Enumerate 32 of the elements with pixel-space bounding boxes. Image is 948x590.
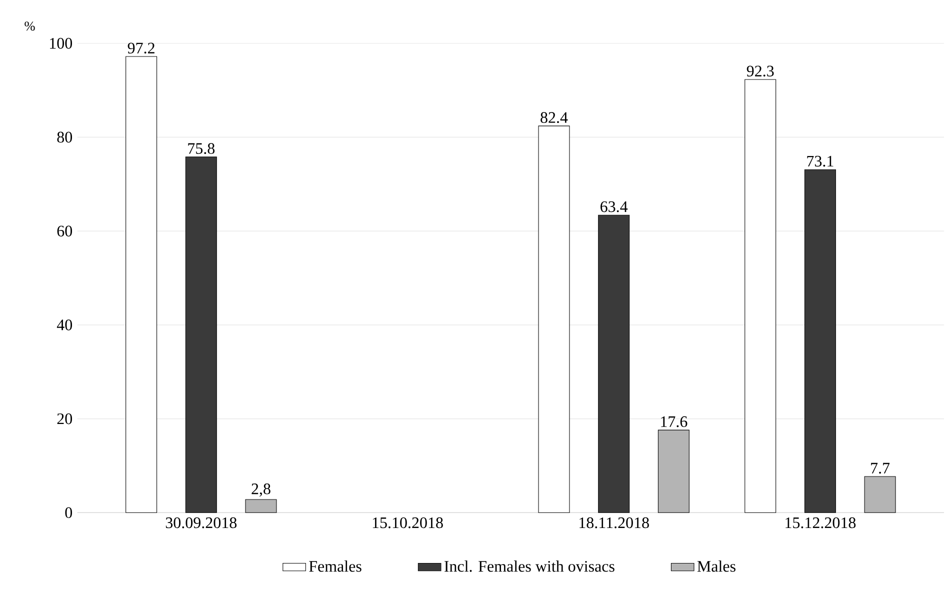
x-tick-label: 18.11.2018 xyxy=(580,517,649,528)
y-tick-label: 100 xyxy=(50,38,72,49)
data-label: 17.6 xyxy=(661,416,688,428)
bar xyxy=(185,156,217,513)
x-tick-label: 15.12.2018 xyxy=(786,517,856,528)
data-label: 63.4 xyxy=(600,201,628,212)
bar xyxy=(126,56,158,513)
bar xyxy=(744,79,776,513)
y-tick-label: 60 xyxy=(57,226,72,236)
bar xyxy=(658,430,690,513)
y-tick-label: 80 xyxy=(57,132,72,143)
x-tick-label: 15.10.2018 xyxy=(372,517,443,528)
y-tick-label: 40 xyxy=(56,320,72,330)
bar xyxy=(245,499,277,513)
x-tick-label: 30.09.2018 xyxy=(166,517,237,528)
bar xyxy=(538,126,570,513)
bar xyxy=(864,476,896,513)
data-label: 2,8 xyxy=(252,483,270,497)
data-label: 97.2 xyxy=(128,42,154,54)
bar xyxy=(598,214,630,513)
data-label: 7.7 xyxy=(871,462,890,474)
data-label: 92.3 xyxy=(746,66,774,77)
y-tick-label: 0 xyxy=(65,507,72,518)
data-label: 73.1 xyxy=(807,156,834,167)
data-label: 75.8 xyxy=(188,143,215,154)
y-axis-title: % xyxy=(24,22,35,31)
bar xyxy=(804,169,836,513)
legend-label: Incl. Females with ovisacs xyxy=(444,560,614,572)
legend-label: Females xyxy=(309,560,362,572)
y-tick-label: 20 xyxy=(57,413,72,424)
data-label: 82.4 xyxy=(540,112,568,124)
legend-label: Males xyxy=(697,560,736,572)
